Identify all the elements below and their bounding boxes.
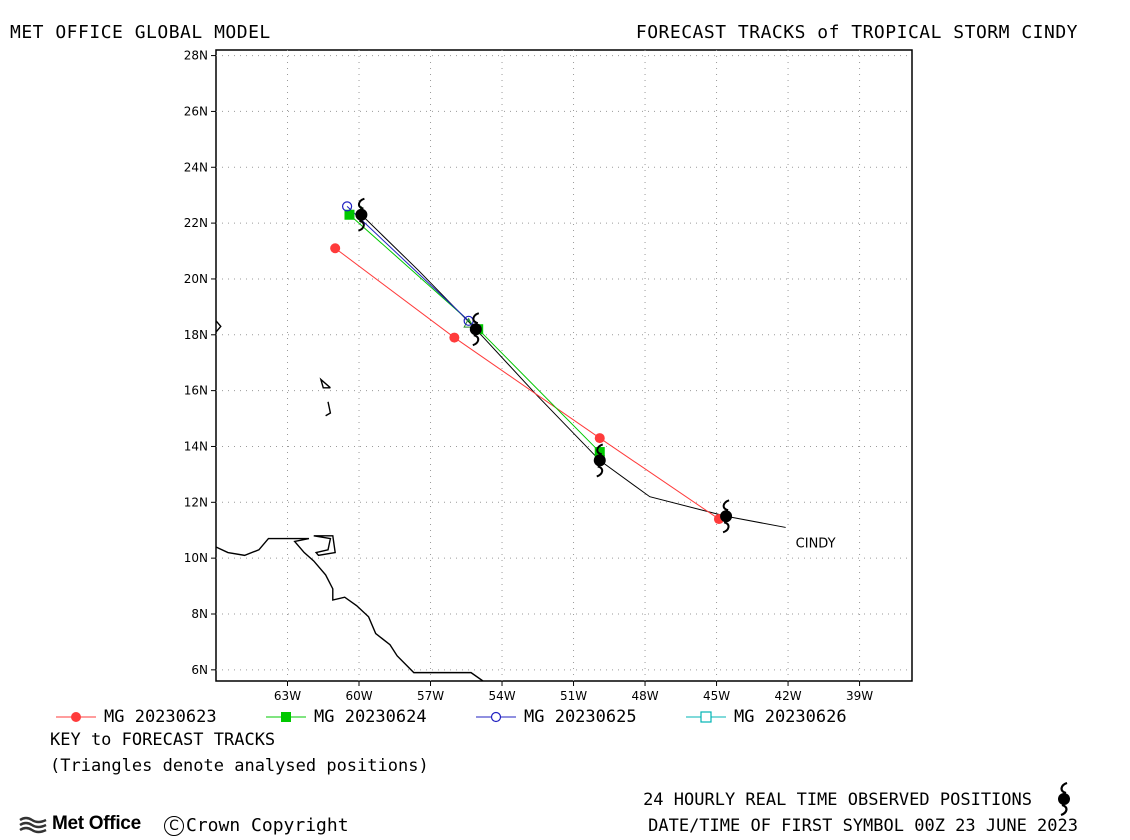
coastline <box>325 401 332 417</box>
y-tick-label: 22N <box>184 216 208 230</box>
key-note: (Triangles denote analysed positions) <box>50 756 429 776</box>
x-tick-label: 57W <box>417 689 444 700</box>
legend-label: MG 20230624 <box>314 707 427 727</box>
storm-name-label: CINDY <box>796 536 836 551</box>
hurricane-symbol-core <box>593 454 606 467</box>
first-symbol-date: DATE/TIME OF FIRST SYMBOL 00Z 23 JUNE 20… <box>648 816 1078 836</box>
hurricane-symbol-icon <box>593 443 606 478</box>
forecast-marker <box>341 201 353 212</box>
coastline <box>216 320 222 333</box>
hurricane-symbol-arm <box>472 312 480 325</box>
forecast-marker <box>330 243 341 254</box>
y-tick-label: 10N <box>184 551 208 565</box>
hurricane-symbol-icon <box>355 197 368 232</box>
hurricane-symbol-arm <box>358 219 365 232</box>
legend-item-mg-20230625: MG 20230625 <box>476 707 637 727</box>
copyright-icon: C <box>164 815 184 836</box>
hurricane-symbol-core <box>469 323 482 336</box>
hurricane-symbol-core <box>720 510 733 523</box>
copyright-notice: C Crown Copyright <box>164 815 349 836</box>
hurricane-symbol-arm <box>596 443 604 456</box>
header-right-title: FORECAST TRACKS of TROPICAL STORM CINDY <box>635 22 1078 43</box>
hurricane-symbol-arm <box>472 334 480 347</box>
met-office-logo: Met Office <box>18 813 141 835</box>
hurricane-symbol-icon <box>720 499 733 534</box>
met-office-logo-text: Met Office <box>52 813 141 834</box>
legend-marker-red-circle <box>56 712 96 722</box>
map-content: CINDY <box>216 50 912 681</box>
y-tick-label: 18N <box>184 328 208 342</box>
hurricane-symbol-arm <box>722 499 730 512</box>
legend-item-mg-20230624: MG 20230624 <box>266 707 427 727</box>
y-tick-label: 6N <box>191 663 208 677</box>
copyright-text: Crown Copyright <box>186 815 349 836</box>
forecast-marker <box>594 433 605 444</box>
legend-label: MG 20230626 <box>734 707 847 727</box>
y-tick-label: 16N <box>184 384 208 398</box>
x-tick-label: 54W <box>488 689 515 700</box>
coastline <box>319 377 331 389</box>
y-tick-label: 12N <box>184 495 208 509</box>
y-tick-label: 8N <box>191 607 208 621</box>
met-office-logo-icon <box>19 816 47 834</box>
hurricane-symbol-icon <box>1058 782 1070 816</box>
legend-item-mg-20230623: MG 20230623 <box>56 707 217 727</box>
hurricane-symbol-arm <box>722 521 730 534</box>
forecast-track-line <box>334 247 720 520</box>
observed-track-line <box>361 214 786 528</box>
x-tick-label: 45W <box>703 689 730 700</box>
observed-positions-label: 24 HOURLY REAL TIME OBSERVED POSITIONS <box>643 790 1032 810</box>
header-left-title: MET OFFICE GLOBAL MODEL <box>10 22 271 43</box>
y-tick-label: 26N <box>184 104 208 118</box>
hurricane-symbol-arm <box>596 465 604 478</box>
forecast-track-line <box>346 205 470 322</box>
x-tick-label: 48W <box>631 689 658 700</box>
forecast-marker <box>344 209 355 220</box>
y-tick-label: 20N <box>184 272 208 286</box>
hurricane-symbol-arm <box>358 197 365 210</box>
x-tick-label: 39W <box>846 689 873 700</box>
legend-marker-green-square <box>266 712 306 722</box>
legend-label: MG 20230623 <box>104 707 217 727</box>
x-tick-label: 60W <box>345 689 372 700</box>
y-tick-label: 14N <box>184 439 208 453</box>
x-tick-label: 51W <box>560 689 587 700</box>
hurricane-symbol-core <box>355 208 368 221</box>
coastline <box>216 537 484 681</box>
legend-item-mg-20230626: MG 20230626 <box>686 707 847 727</box>
legend-marker-cyan-square <box>686 711 726 723</box>
legend-marker-blue-circle <box>476 711 516 723</box>
y-tick-label: 24N <box>184 160 208 174</box>
legend-label: MG 20230625 <box>524 707 637 727</box>
hurricane-symbol-icon <box>469 312 482 347</box>
analysed-triangle <box>463 317 474 328</box>
map-frame <box>215 49 913 682</box>
key-title: KEY to FORECAST TRACKS <box>50 730 276 750</box>
x-tick-label: 42W <box>774 689 801 700</box>
forecast-track-map: CINDY 63W 60W 57W 54W 51W 48W 45W 42W 39W 6N 8N 10N 1… <box>184 49 913 700</box>
coastline <box>313 535 336 557</box>
forecast-marker <box>449 332 460 343</box>
forecast-marker <box>594 447 605 458</box>
x-tick-label: 63W <box>274 689 301 700</box>
legend: MG 20230623 MG 20230624 MG 20230625 MG 2… <box>50 707 1050 729</box>
y-tick-label: 28N <box>184 49 208 63</box>
